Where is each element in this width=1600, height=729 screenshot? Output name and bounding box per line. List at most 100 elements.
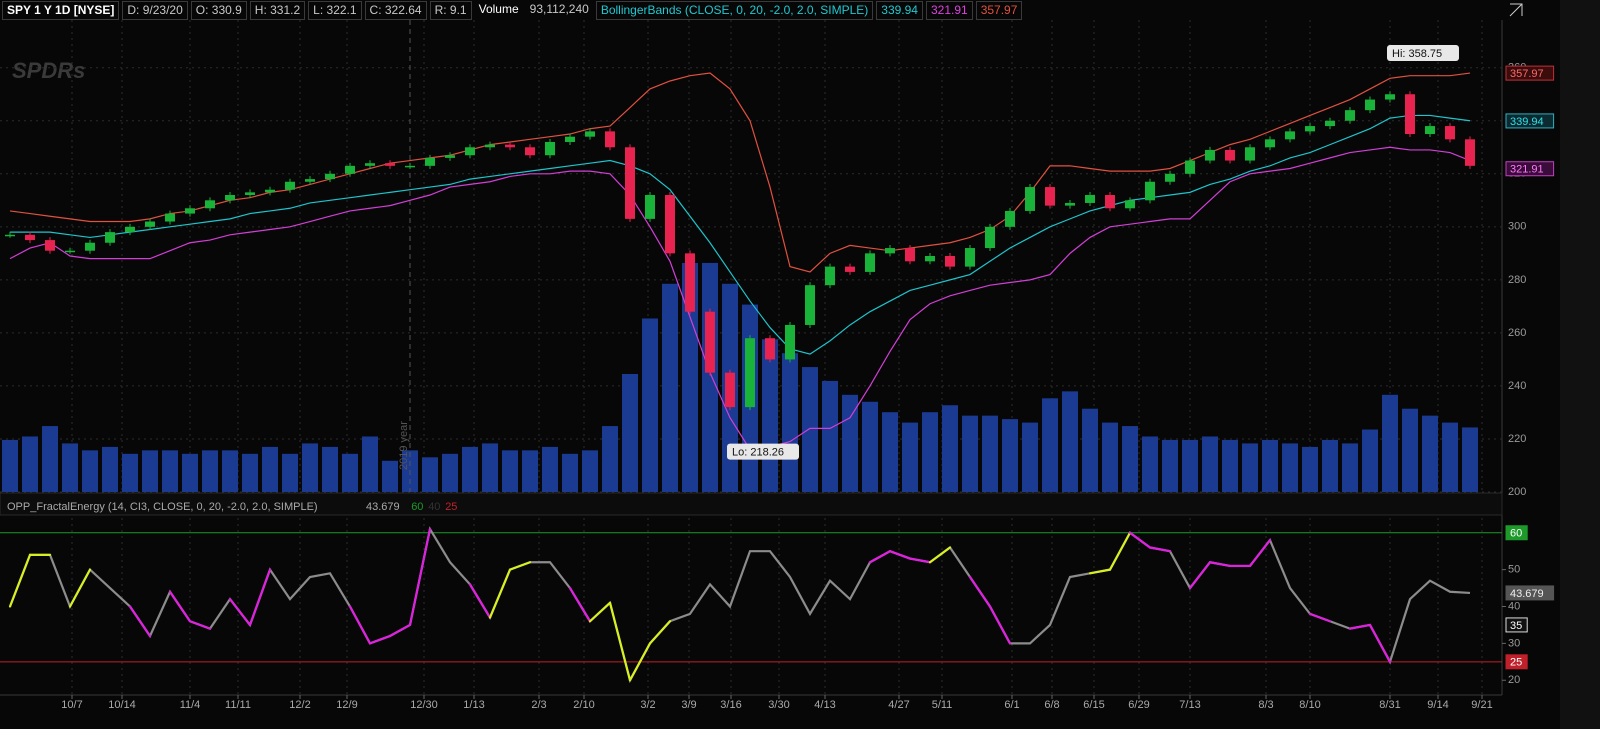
indicator-highlight bbox=[568, 586, 592, 623]
candle bbox=[545, 141, 555, 156]
candle bbox=[165, 213, 175, 222]
volume-bar bbox=[1442, 422, 1458, 492]
indicator-highlight bbox=[128, 605, 152, 638]
icon[interactable] bbox=[1509, 3, 1523, 17]
candle bbox=[1365, 99, 1375, 111]
indicator-line bbox=[8, 526, 1471, 684]
indicator-highlight bbox=[1248, 539, 1272, 568]
volume-bar bbox=[1302, 446, 1318, 492]
candle bbox=[985, 226, 995, 249]
indicator-highlight bbox=[988, 605, 1012, 645]
volume-bar bbox=[42, 426, 58, 492]
candle bbox=[685, 253, 695, 312]
volume-bar bbox=[442, 453, 458, 492]
candle bbox=[45, 240, 55, 251]
candle bbox=[1305, 126, 1315, 132]
indicator-highlight bbox=[928, 546, 952, 564]
value-badge-label: 357.97 bbox=[1510, 68, 1544, 80]
volume-bar bbox=[1342, 443, 1358, 492]
indicator-highlight bbox=[248, 568, 272, 627]
header: SPY 1 Y 1D [NYSE] D: 9/23/20 O: 330.9 H:… bbox=[2, 1, 1023, 20]
study-title: OPP_FractalEnergy (14, CI3, CLOSE, 0, 20… bbox=[7, 501, 318, 513]
x-tick-label: 10/7 bbox=[61, 699, 82, 711]
y-tick-label: 300 bbox=[1508, 221, 1526, 233]
x-tick-label: 10/14 bbox=[108, 699, 136, 711]
candle bbox=[1085, 195, 1095, 203]
candle bbox=[865, 253, 875, 272]
value-badge-label: 35 bbox=[1510, 620, 1522, 632]
volume-bar bbox=[1162, 439, 1178, 492]
candle bbox=[1325, 120, 1335, 127]
y-tick-label: 40 bbox=[1508, 600, 1520, 612]
candle bbox=[1465, 139, 1475, 166]
mid-value: 339.94 bbox=[876, 1, 923, 20]
candle bbox=[1205, 149, 1215, 161]
candle bbox=[785, 324, 795, 360]
candle bbox=[1285, 131, 1295, 140]
indicator-highlight bbox=[1128, 531, 1152, 549]
volume-bar bbox=[1242, 443, 1258, 492]
volume-bar bbox=[962, 415, 978, 492]
x-tick-label: 12/9 bbox=[336, 699, 357, 711]
y-tick-label: 280 bbox=[1508, 274, 1526, 286]
volume-bar bbox=[262, 446, 278, 492]
range: R: 9.1 bbox=[429, 1, 472, 20]
candle bbox=[125, 226, 135, 233]
volume-bar bbox=[1322, 439, 1338, 492]
band-line bbox=[10, 114, 1471, 355]
volume-bar bbox=[502, 450, 518, 492]
volume-bar bbox=[1002, 419, 1018, 492]
volume-bar bbox=[1022, 422, 1038, 492]
date: D: 9/23/20 bbox=[122, 1, 188, 20]
volume-bar bbox=[902, 422, 918, 492]
candle bbox=[525, 147, 535, 156]
volume-bar bbox=[1262, 439, 1278, 492]
value-badge-label: 339.94 bbox=[1510, 116, 1544, 128]
indicator-highlight bbox=[1368, 623, 1392, 663]
candle bbox=[365, 163, 375, 166]
annotation-box bbox=[1387, 45, 1459, 62]
lower-value: 321.91 bbox=[925, 1, 973, 20]
volume-bar bbox=[842, 394, 858, 492]
candle bbox=[585, 131, 595, 137]
x-tick-label: 2/3 bbox=[531, 699, 546, 711]
candle bbox=[145, 221, 155, 227]
study[interactable]: BollingerBands (CLOSE, 0, 20, -2.0, 2.0,… bbox=[595, 1, 874, 20]
indicator-highlight bbox=[228, 598, 252, 627]
x-tick-label: 3/30 bbox=[768, 699, 789, 711]
candle bbox=[425, 157, 435, 166]
volume-bar bbox=[622, 374, 638, 492]
value-badge bbox=[1505, 585, 1555, 601]
symbol[interactable]: SPY 1 Y 1D [NYSE] bbox=[2, 1, 120, 20]
candle bbox=[1165, 173, 1175, 182]
x-tick-label: 5/11 bbox=[932, 699, 953, 711]
candle bbox=[5, 234, 15, 237]
volume-bar bbox=[1402, 408, 1418, 492]
low: L: 322.1 bbox=[308, 1, 362, 20]
watermark: SPDRs bbox=[12, 58, 85, 83]
indicator-highlight bbox=[1308, 612, 1332, 623]
year-divider-label: 2019 year bbox=[398, 421, 410, 470]
volume-bar bbox=[1102, 422, 1118, 492]
indicator-highlight bbox=[588, 601, 612, 623]
volume-bar bbox=[1182, 439, 1198, 492]
candle bbox=[725, 372, 735, 408]
candle bbox=[565, 136, 575, 142]
candle bbox=[605, 131, 615, 148]
volume-bar bbox=[702, 262, 718, 492]
volume-bar bbox=[922, 412, 938, 492]
candle bbox=[1345, 110, 1355, 121]
value-badge-label: 25 bbox=[1510, 657, 1522, 669]
candle bbox=[1265, 139, 1275, 148]
volume-bar bbox=[142, 450, 158, 492]
candle bbox=[345, 165, 355, 174]
level-legend: 40 bbox=[428, 501, 440, 513]
value-badge-label: 43.679 bbox=[1510, 588, 1544, 600]
candle bbox=[1045, 187, 1055, 206]
candle bbox=[645, 195, 655, 219]
volume-bar bbox=[242, 453, 258, 492]
candle bbox=[885, 248, 895, 254]
volume-bar bbox=[1422, 415, 1438, 492]
